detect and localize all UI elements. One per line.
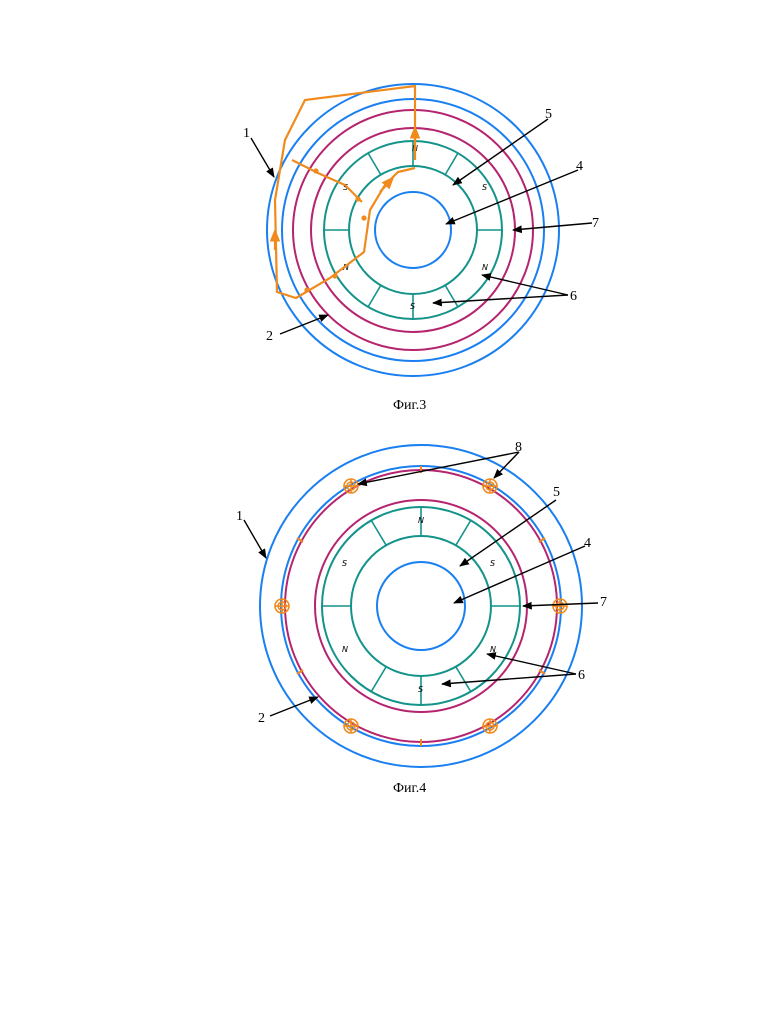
pole-label: N — [490, 645, 496, 654]
coil-icon — [344, 479, 358, 493]
coil-icon — [483, 479, 497, 493]
label-5: 5 — [545, 107, 552, 122]
label-1: 1 — [236, 509, 243, 524]
pole-label: N — [418, 516, 424, 525]
label-7: 7 — [592, 216, 599, 231]
label-6: 6 — [578, 668, 585, 683]
shaft-ring — [375, 192, 451, 268]
label-2: 2 — [266, 329, 273, 344]
outer-ring-2 — [282, 99, 544, 361]
figure-caption: Фиг.3 — [393, 398, 426, 413]
coil-icon — [344, 719, 358, 733]
pole-label: S — [490, 559, 495, 568]
label-5: 5 — [553, 485, 560, 500]
coil-icon — [275, 599, 289, 613]
figure-caption: Фиг.4 — [393, 781, 426, 796]
coil-icon — [553, 599, 567, 613]
pole-label: N — [482, 263, 488, 272]
label-8: 8 — [515, 440, 522, 455]
label-4: 4 — [576, 159, 583, 174]
label-2: 2 — [258, 711, 265, 726]
figure-4: N S S N N S — [236, 440, 607, 796]
pole-label: S — [342, 559, 347, 568]
label-4: 4 — [584, 536, 591, 551]
label-6: 6 — [570, 289, 577, 304]
magnet-inner-ring — [351, 536, 491, 676]
pole-label: S — [418, 685, 423, 694]
label-7: 7 — [600, 595, 607, 610]
coil-icon — [483, 719, 497, 733]
label-1: 1 — [243, 126, 250, 141]
shaft-ring — [377, 562, 465, 650]
pole-label: S — [482, 183, 487, 192]
figure-3: N S S N N S 1 2 — [243, 84, 599, 413]
pole-label: S — [410, 302, 415, 311]
pole-label: N — [342, 645, 348, 654]
